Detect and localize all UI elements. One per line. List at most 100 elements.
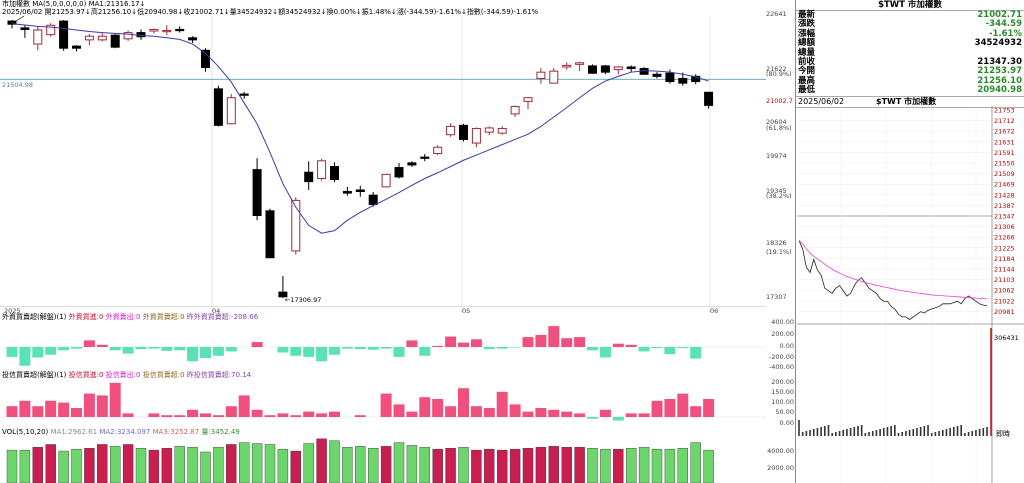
intraday-vol-bar <box>798 420 800 436</box>
dealer-bar <box>651 400 663 417</box>
quote-row: 總量 <box>798 48 1022 59</box>
dealer-axis-label: 100.00 <box>771 398 794 406</box>
foreign-bar <box>496 347 508 349</box>
price-chart: 21504.98 ←22641.25 ←17306.97 <box>0 16 766 312</box>
quote-row: 最新 21002.71 <box>798 10 1022 21</box>
intraday-vol-bar <box>971 431 974 436</box>
intraday-vol-bar <box>882 428 885 436</box>
intraday-price-label: 21103 <box>994 276 1015 284</box>
intraday-vol-bar <box>916 428 918 436</box>
dealer-bar <box>277 413 289 417</box>
reference-line-label: 21504.98 <box>2 81 33 89</box>
foreign-bar <box>135 347 147 350</box>
candle-body <box>33 29 43 45</box>
foreign-net: 外資買賣超:0 <box>142 313 185 321</box>
candle-body <box>342 191 352 194</box>
quote-value: 21256.10 <box>977 75 1022 86</box>
intraday-vol-bar <box>945 429 948 436</box>
candle-body <box>330 166 339 181</box>
intraday-vol-label: 306431 <box>994 334 1019 342</box>
quote-value: 34524932 <box>974 38 1022 49</box>
intraday-vol-bar <box>838 431 841 436</box>
dealer-bar <box>406 411 418 417</box>
quote-label: 漲跌 <box>798 19 816 30</box>
foreign-bar <box>445 336 457 347</box>
price-axis-label: 18326 <box>766 239 787 247</box>
dealer-bar <box>522 411 534 417</box>
dealer-axis-label: 0.00 <box>779 419 794 427</box>
candle-body <box>549 70 559 84</box>
intraday-vol-bar <box>857 426 859 436</box>
quote-value: 21253.97 <box>977 66 1022 77</box>
dealer-bar <box>19 400 31 417</box>
candle-body <box>484 127 494 133</box>
intraday-date: 2025/06/02 <box>798 97 845 106</box>
intraday-vol-bar <box>953 427 955 436</box>
price-axis-label: (61.8%) <box>766 124 792 132</box>
dealer-bar <box>238 395 250 417</box>
intraday-vol-bar <box>901 432 904 436</box>
dealer-bar <box>32 406 44 417</box>
foreign-bar <box>187 347 199 362</box>
price-axis-label: 19345 <box>766 187 787 195</box>
intraday-vol-bar <box>864 433 867 436</box>
intraday-price-label: 21712 <box>994 117 1015 125</box>
intraday-price-label: 21347 <box>994 213 1015 221</box>
chart-header-line1: 市加權數 MA(5,0,0,0,0,0) MA1:21316.17↓ <box>2 0 146 8</box>
dealer-sell: 投信賣出:0 <box>105 371 141 379</box>
intraday-price-label: 21591 <box>994 149 1015 157</box>
foreign-bar <box>393 347 405 357</box>
intraday-vol-bar <box>938 431 940 436</box>
intraday-vol-bar <box>824 426 826 436</box>
candle-body <box>355 189 365 193</box>
intraday-avg-line <box>798 240 988 300</box>
foreign-axis-label: -200.00 <box>768 353 794 361</box>
intraday-price-label: 21753 <box>994 107 1015 115</box>
foreign-bar <box>367 347 379 350</box>
intraday-vol-bar <box>956 426 959 436</box>
intraday-vol-bar <box>923 426 926 436</box>
volume-axis: 4000.00 2000.00 <box>766 436 796 483</box>
quote-sidebar: $TWT 市加權數 最新 21002.71 漲跌 -344.59 漲幅 -1.61% 總額 3… <box>796 0 1024 483</box>
foreign-net2: 昨外資買賣超:-208.66 <box>186 313 259 321</box>
intraday-vol-bar <box>849 428 852 436</box>
volume-bar <box>45 444 56 483</box>
dealer-bar <box>483 408 495 417</box>
intraday-price-label: 21387 <box>994 202 1015 210</box>
quote-label: 最新 <box>798 10 816 20</box>
high-marker <box>15 16 25 22</box>
candle-body <box>188 37 198 41</box>
dealer-bar <box>470 406 482 417</box>
candle-body <box>201 49 210 68</box>
volume-bar <box>587 448 598 483</box>
candle-body <box>149 28 159 32</box>
quote-label: 總額 <box>798 38 816 49</box>
dealer-bar <box>148 413 160 417</box>
dealer-net: 投信買賣超:0 <box>142 371 185 379</box>
intraday-chart: 21753 21712 21672 21631 21591 21550 21509 21469… <box>797 106 1024 483</box>
intraday-price-label: 21672 <box>994 128 1015 136</box>
quote-value: -344.59 <box>985 19 1022 30</box>
volume-bar <box>135 448 147 483</box>
intraday-price-label: 21469 <box>994 181 1015 189</box>
candle-body <box>523 97 533 102</box>
candle-body <box>252 169 262 216</box>
volume-bar <box>6 449 18 483</box>
dealer-bar <box>212 415 224 417</box>
dealer-bar <box>548 409 560 417</box>
dealer-bar <box>432 399 444 417</box>
dealer-bar <box>187 409 199 417</box>
dealer-net2: 昨投信買賣超:70.14 <box>186 371 252 379</box>
date-label-04: 04 <box>212 307 221 315</box>
candle-body <box>665 72 675 83</box>
intraday-header: 2025/06/02 $TWT 市加權數 <box>796 96 1024 108</box>
foreign-axis-label: 0.00 <box>779 342 794 350</box>
foreign-panel <box>0 326 766 366</box>
intraday-price-label: 21306 <box>994 223 1015 231</box>
foreign-bar <box>458 342 469 347</box>
candle-body <box>265 210 275 259</box>
candle-body <box>213 88 223 126</box>
dealer-bar <box>251 409 263 417</box>
volume-bar <box>97 444 108 483</box>
foreign-bar <box>316 347 328 362</box>
